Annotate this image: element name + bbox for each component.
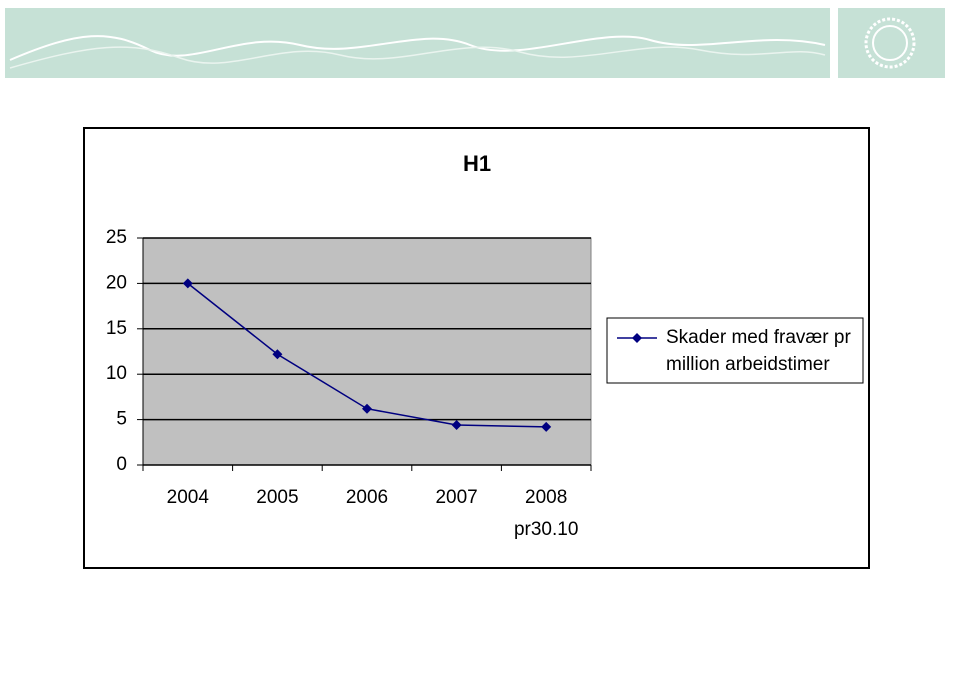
header-band [5, 8, 830, 78]
x-tick-label: 2005 [256, 487, 298, 508]
y-tick-label: 0 [116, 454, 127, 475]
marker [362, 403, 372, 414]
chart-title: H1 [463, 151, 491, 176]
y-tick-label: 10 [106, 363, 127, 384]
x-tick-label: 2007 [435, 487, 477, 508]
legend-label: Skader med fravær pr million arbeidstimer [666, 327, 851, 375]
legend [606, 317, 864, 384]
marker [182, 278, 193, 289]
header-wave [9, 46, 826, 69]
y-tick-label: 5 [116, 409, 127, 430]
y-tick-label: 20 [106, 272, 127, 293]
x-tick-label: 2006 [346, 487, 388, 508]
logo [864, 17, 916, 69]
plot-area [142, 237, 592, 466]
x-tick-label: 2004 [167, 487, 210, 508]
marker [541, 421, 552, 432]
marker [451, 420, 462, 431]
legend-marker [632, 333, 642, 343]
logo [872, 25, 908, 61]
header-wave [9, 35, 826, 61]
marker [272, 349, 283, 360]
y-tick-label: 25 [106, 227, 127, 248]
y-tick-label: 15 [106, 318, 127, 339]
x-tick-label: 2008 pr30.10 [514, 487, 578, 540]
